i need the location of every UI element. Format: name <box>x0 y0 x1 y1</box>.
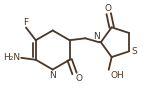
Text: N: N <box>93 32 100 41</box>
Text: O: O <box>104 4 111 13</box>
Text: O: O <box>75 74 82 83</box>
Text: H₂N: H₂N <box>3 53 20 62</box>
Text: F: F <box>23 18 29 27</box>
Text: N: N <box>49 70 56 80</box>
Text: OH: OH <box>111 71 124 80</box>
Text: S: S <box>131 47 137 56</box>
